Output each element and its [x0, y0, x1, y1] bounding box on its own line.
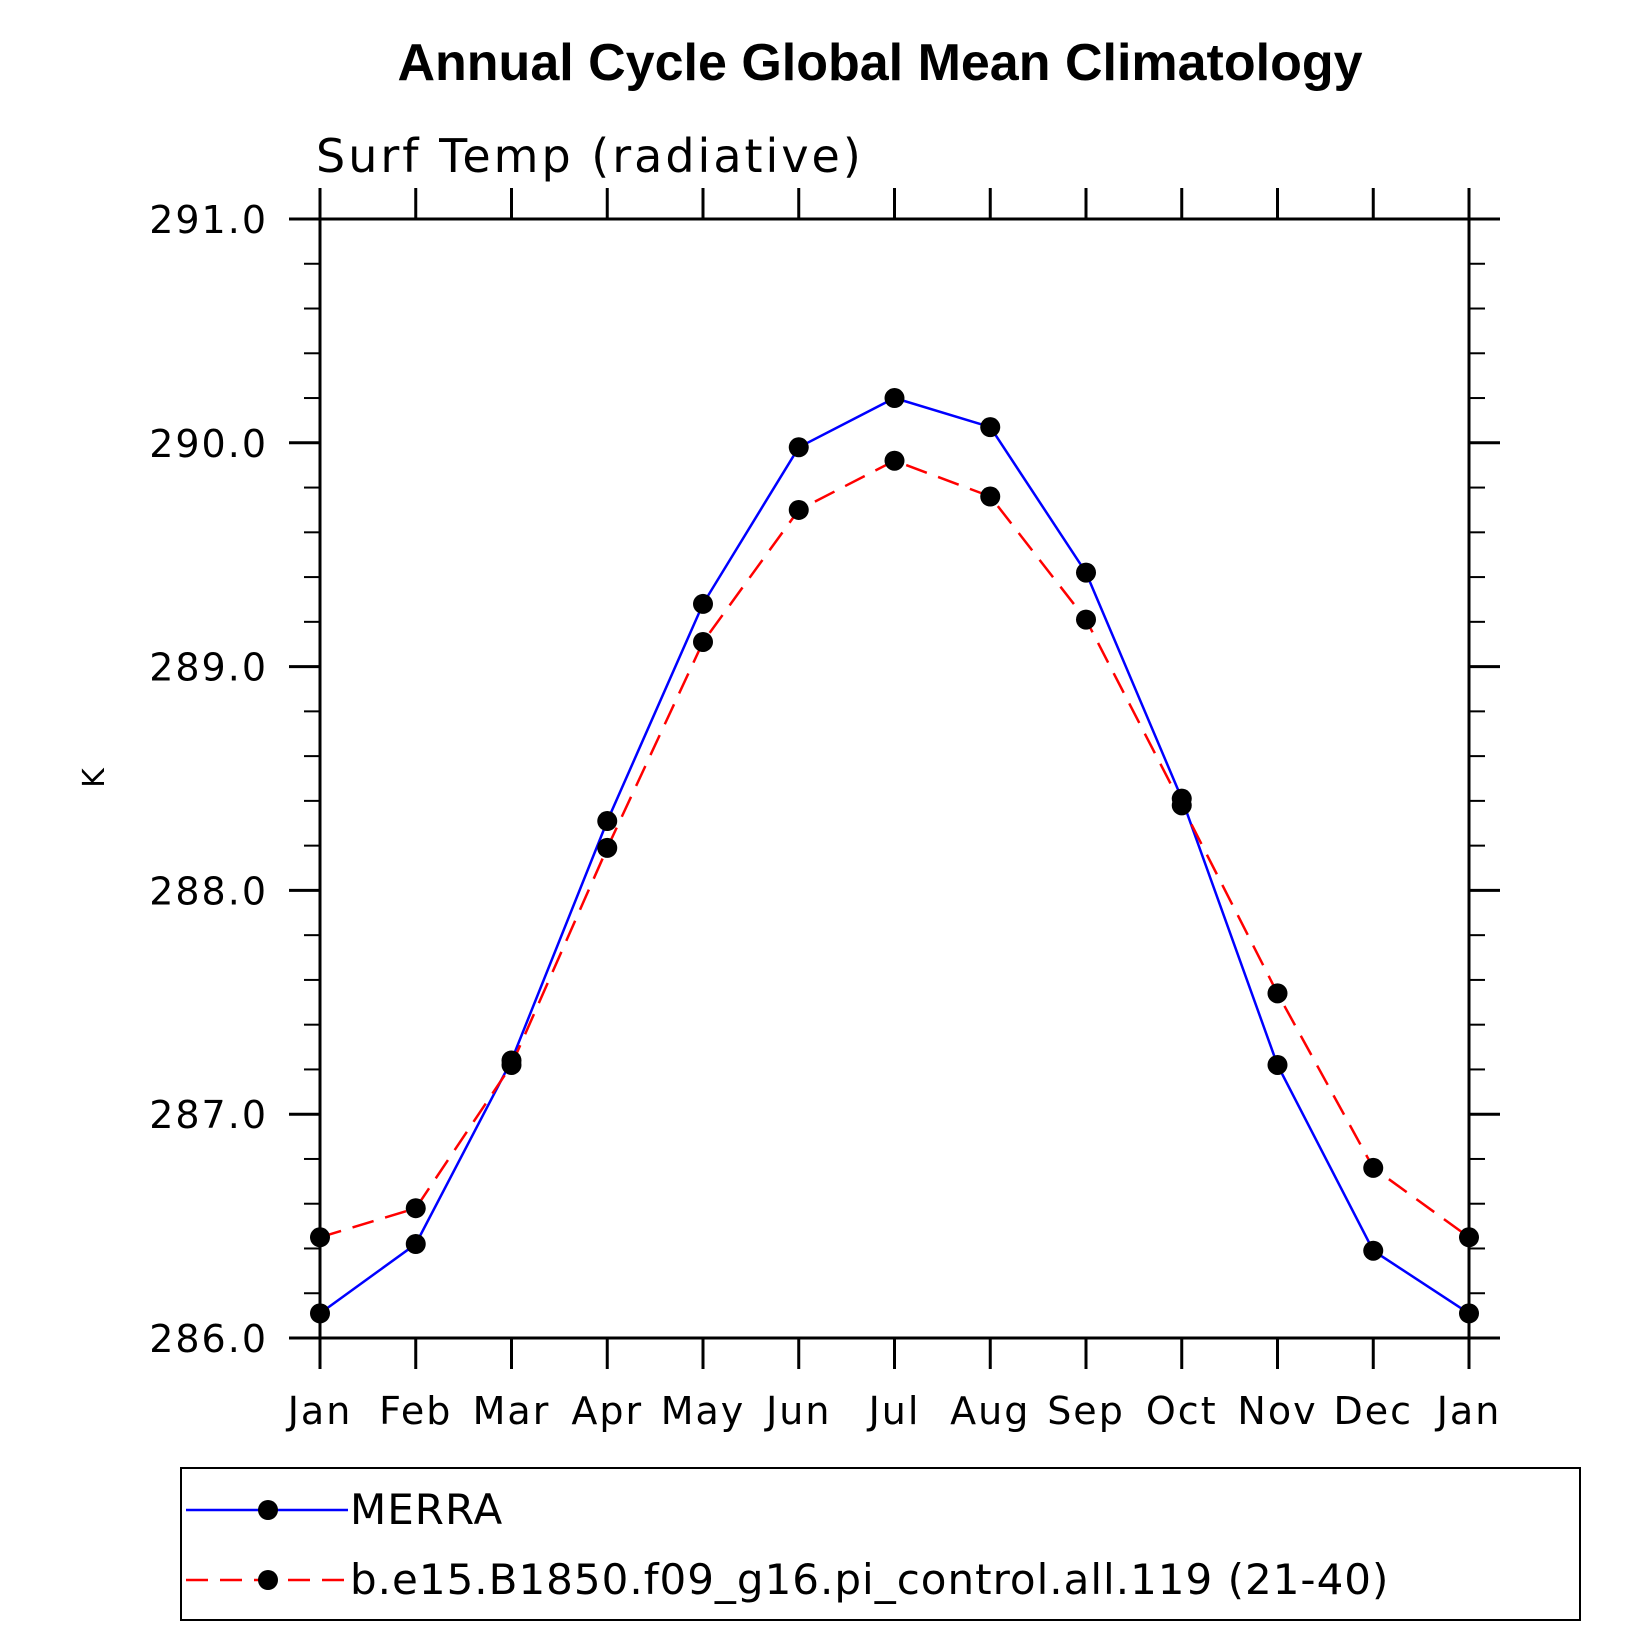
- y-tick-label: 291.0: [149, 198, 268, 242]
- y-tick-label: 289.0: [149, 646, 268, 690]
- axis-ticks: [289, 188, 1500, 1369]
- series-1-point: [693, 631, 713, 652]
- x-tick-label: Jul: [867, 1389, 921, 1433]
- x-tick-label: Aug: [950, 1389, 1030, 1433]
- x-tick-label: Oct: [1146, 1389, 1218, 1433]
- plot-frame: [318, 217, 1471, 1340]
- series-1-point: [597, 837, 618, 858]
- y-tick-label: 288.0: [149, 869, 268, 913]
- series-0-point: [1076, 562, 1096, 583]
- series-line-1: [319, 459, 1470, 1239]
- series-0-point: [1363, 1240, 1384, 1261]
- series-1-point: [1363, 1157, 1384, 1178]
- chart-title: Annual Cycle Global Mean Climatology: [397, 34, 1362, 92]
- legend-label-merra: MERRA: [350, 1485, 503, 1534]
- x-tick-label: Mar: [473, 1389, 551, 1433]
- series-0-point: [980, 417, 1001, 438]
- series-lines: [319, 396, 1470, 1315]
- y-axis-label: K: [77, 767, 112, 788]
- series-0-point: [693, 593, 713, 614]
- series-1-point: [1171, 795, 1192, 816]
- series-0-point: [884, 388, 905, 409]
- series-1-point: [980, 486, 1001, 507]
- legend-label-model: b.e15.B1850.f09_g16.pi_control.all.119 (…: [350, 1555, 1389, 1604]
- legend-box: [180, 1467, 1581, 1621]
- series-line-0: [319, 396, 1470, 1315]
- x-tick-label: Dec: [1333, 1389, 1413, 1433]
- series-1-point: [501, 1054, 522, 1075]
- y-tick-label: 286.0: [149, 1317, 268, 1361]
- series-1-point: [1076, 609, 1096, 630]
- y-tick-label: 290.0: [149, 422, 268, 466]
- x-tick-label: May: [661, 1389, 746, 1433]
- series-0-point: [597, 811, 618, 832]
- legend-entry-merra: MERRA: [186, 1485, 503, 1534]
- x-tick-label: Jun: [764, 1389, 831, 1433]
- series-1-point: [788, 499, 809, 520]
- legend: MERRA b.e15.B1850.f09_g16.pi_control.all…: [180, 1467, 1581, 1621]
- legend-entry-model: b.e15.B1850.f09_g16.pi_control.all.119 (…: [186, 1555, 1389, 1604]
- legend-marker-model: [258, 1570, 278, 1590]
- series-1-point: [1267, 983, 1288, 1004]
- series-0-point: [405, 1234, 426, 1255]
- series-1-point: [405, 1198, 426, 1219]
- legend-marker-merra: [258, 1500, 278, 1520]
- tick-labels: Jan Feb Mar Apr May Jun Jul Aug Sep Oct Nov Dec Jan 2…: [149, 198, 1502, 1433]
- chart-subtitle: Surf Temp (radiative): [316, 129, 864, 183]
- series-0-point: [1267, 1054, 1288, 1075]
- series-1-point: [884, 450, 905, 471]
- y-tick-label: 287.0: [149, 1093, 268, 1137]
- series-markers: [310, 388, 1479, 1324]
- x-tick-label: Sep: [1047, 1389, 1125, 1433]
- x-tick-label: Apr: [571, 1389, 643, 1433]
- x-tick-label: Jan: [1435, 1389, 1502, 1433]
- series-0-point: [788, 437, 809, 458]
- x-tick-label: Feb: [379, 1389, 452, 1433]
- x-tick-label: Nov: [1237, 1389, 1317, 1433]
- x-tick-label: Jan: [286, 1389, 353, 1433]
